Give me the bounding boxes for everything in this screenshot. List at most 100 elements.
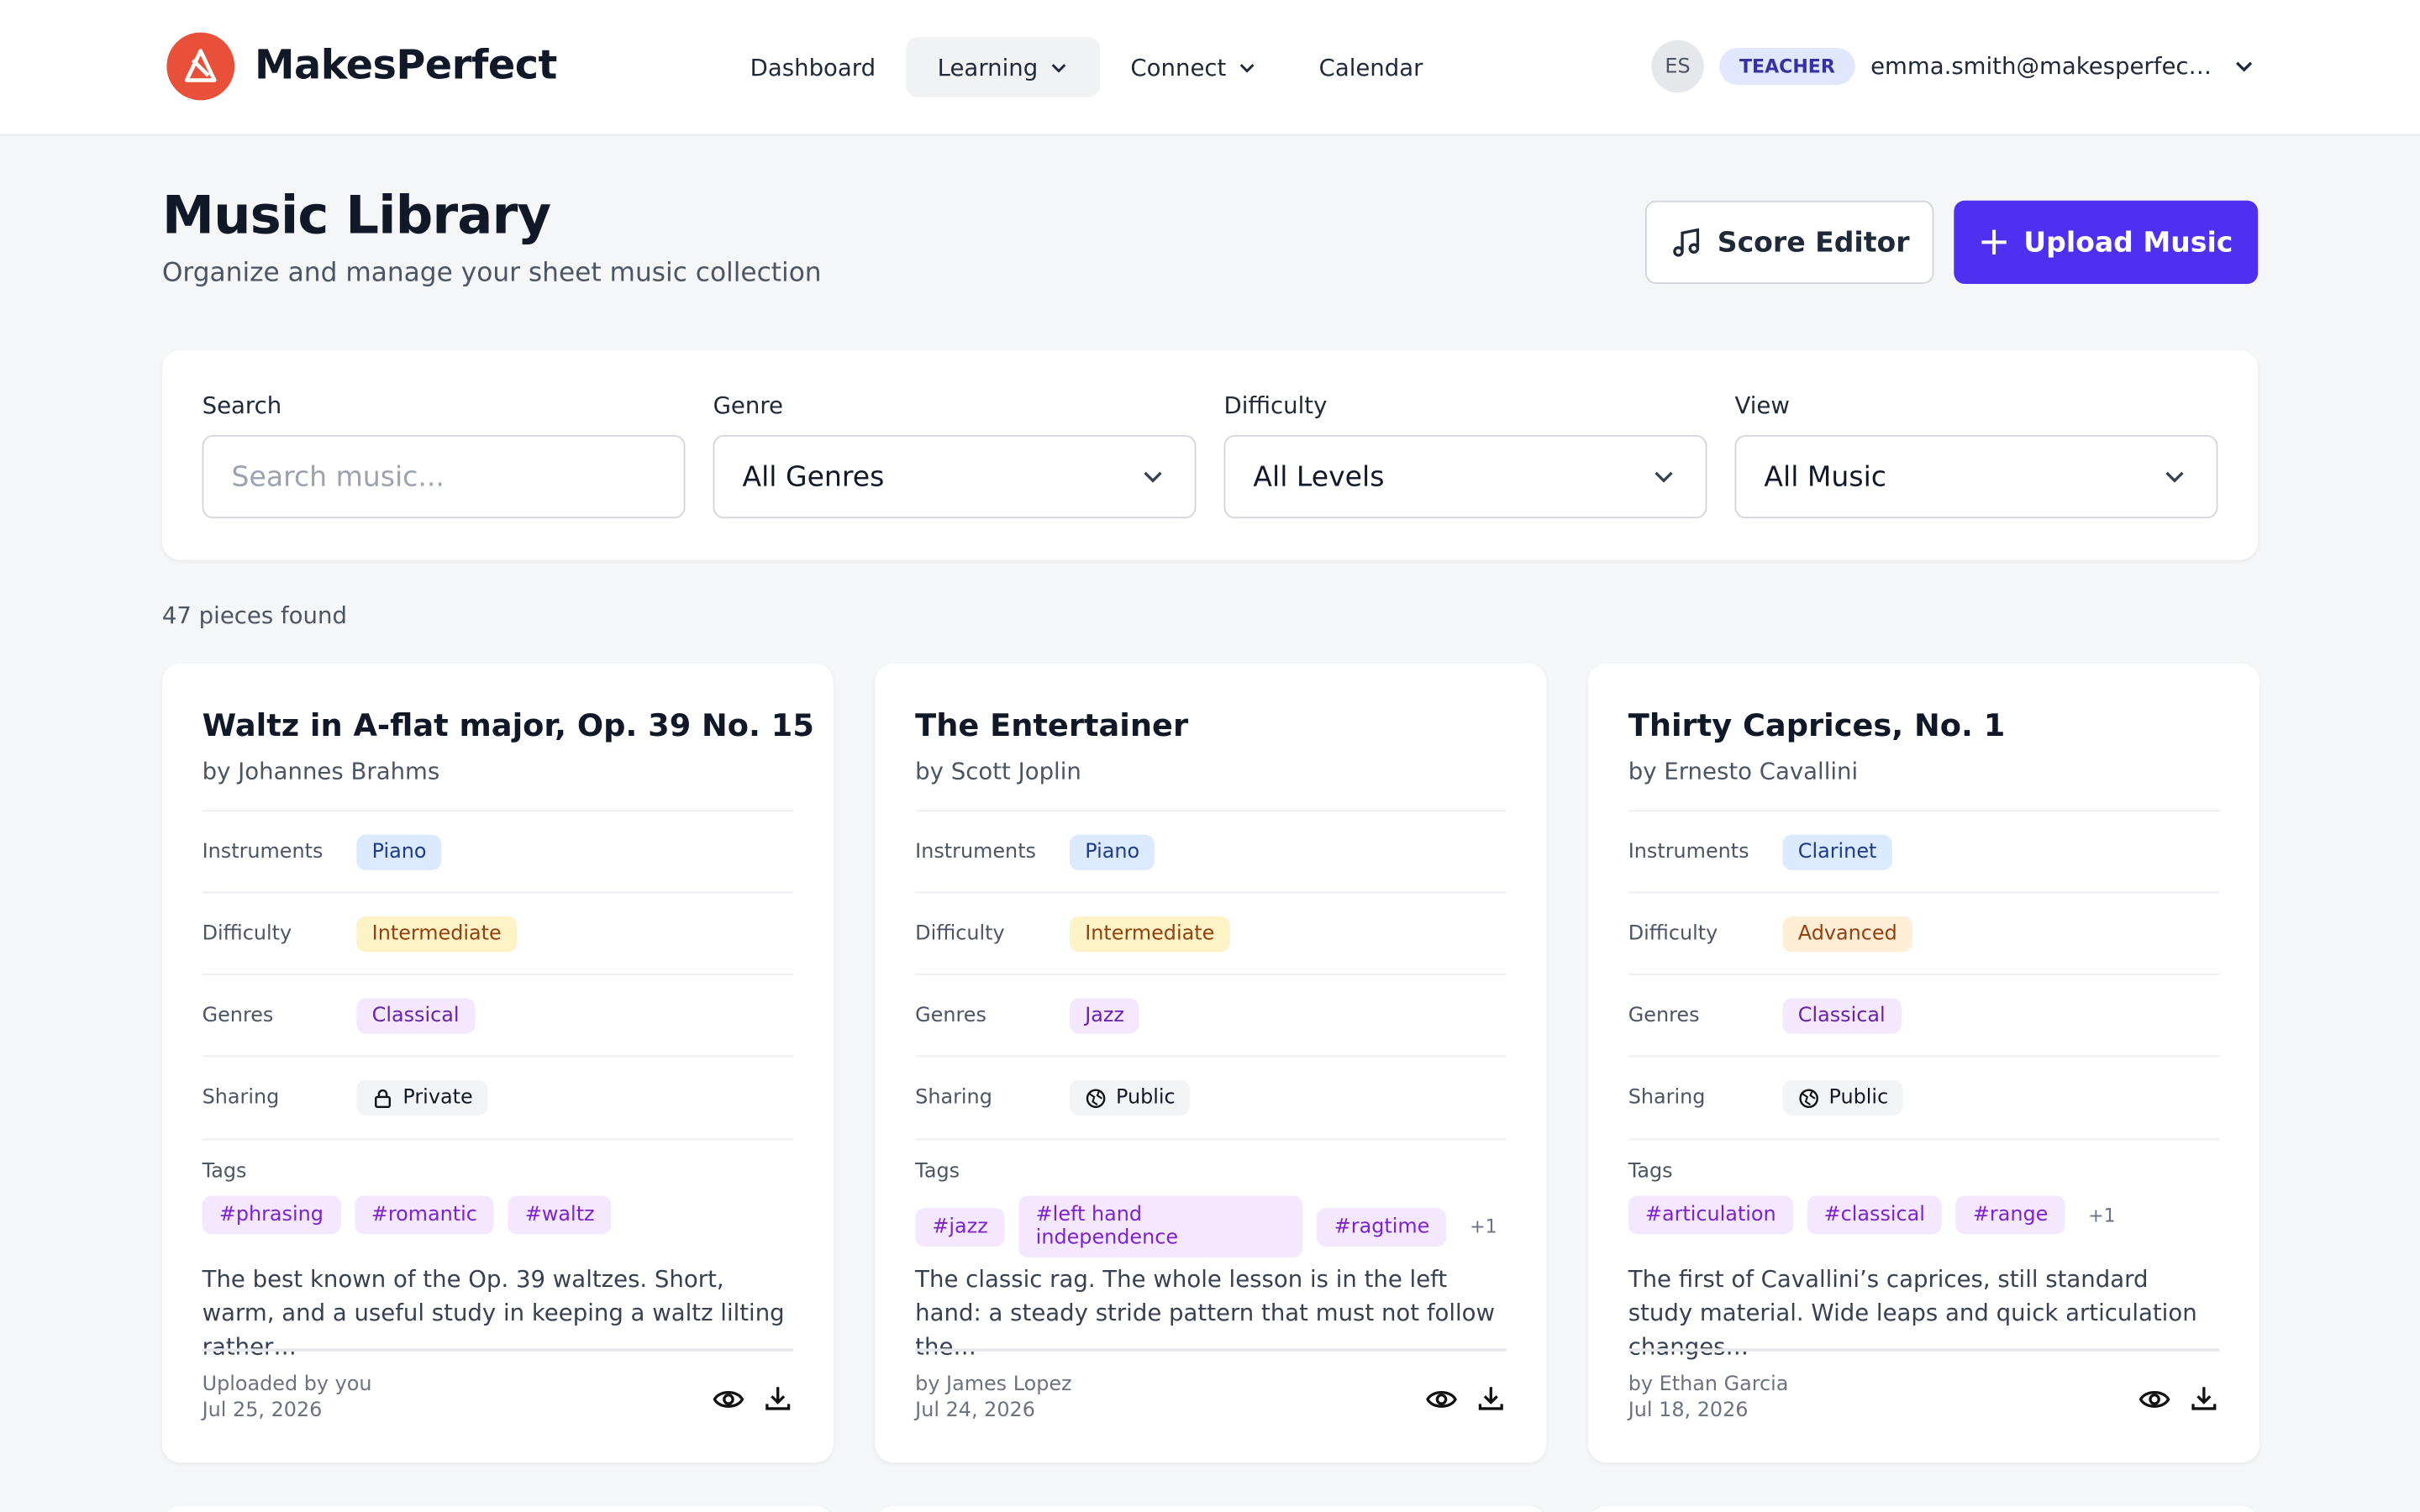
- download-button[interactable]: [762, 1383, 793, 1425]
- detail-row: Instruments Piano: [202, 810, 794, 893]
- card-footer: by Ethan Garcia Jul 18, 2026: [1628, 1348, 2220, 1425]
- select[interactable]: All Genres: [713, 434, 1197, 519]
- upload-button[interactable]: Upload Music: [1954, 200, 2259, 284]
- view-button[interactable]: [2138, 1383, 2171, 1425]
- badge-text: Advanced: [1797, 922, 1897, 946]
- download-button[interactable]: [1476, 1383, 1507, 1425]
- tag-list: #jazz #left hand independence #ragtime +1: [915, 1195, 1506, 1257]
- upload-date: Jul 24, 2026: [915, 1399, 1035, 1423]
- detail-row: Difficulty Advanced: [1628, 891, 2220, 975]
- view-button[interactable]: [712, 1383, 745, 1425]
- field-label: Sharing: [1628, 1086, 1706, 1110]
- uploader: Uploaded by you: [202, 1373, 372, 1397]
- instruments-badge: Clarinet: [1782, 834, 1892, 870]
- page-subtitle: Organize and manage your sheet music col…: [161, 257, 822, 289]
- score-editor-button[interactable]: Score Editor: [1644, 200, 1934, 284]
- card-title: Waltz in A-flat major, Op. 39 No. 15: [202, 706, 814, 744]
- field-label: Tags: [915, 1160, 960, 1184]
- card-footer: by James Lopez Jul 24, 2026: [915, 1348, 1507, 1425]
- tag[interactable]: #left hand independence: [1018, 1195, 1304, 1257]
- filter: Search Search music...: [202, 391, 686, 519]
- main-nav: Dashboard Learning Connect Calendar: [719, 37, 1454, 97]
- field-label: Genres: [1628, 1004, 1700, 1028]
- music-card[interactable]: Thirty Caprices, No. 1 by Ernesto Cavalli…: [1588, 663, 2260, 1463]
- select-value: All Levels: [1253, 460, 1385, 493]
- tag-list: #articulation #classical #range +1: [1628, 1195, 2219, 1235]
- button-label: Score Editor: [1717, 226, 1910, 259]
- badge-text: Jazz: [1085, 1004, 1124, 1028]
- tag[interactable]: #articulation: [1628, 1195, 1793, 1235]
- detail-row: Instruments Piano: [915, 810, 1507, 893]
- tag[interactable]: #jazz: [915, 1207, 1005, 1247]
- avatar: ES: [1651, 39, 1704, 93]
- card-footer: Uploaded by you Jul 25, 2026: [202, 1348, 794, 1425]
- nav-label: Connect: [1130, 53, 1227, 81]
- tag[interactable]: #waltz: [508, 1195, 612, 1235]
- tag[interactable]: #range: [1955, 1195, 2065, 1235]
- badge-text: Classical: [1797, 1004, 1886, 1028]
- result-count: 47 pieces found: [161, 601, 347, 630]
- field-label: Genres: [915, 1004, 986, 1028]
- download-button[interactable]: [2188, 1383, 2219, 1425]
- music-card[interactable]: The Entertainer by Scott Joplin Instrument…: [875, 663, 1547, 1463]
- tags-section: Tags #jazz #left hand independence #ragtime…: [915, 1138, 1507, 1257]
- music-card[interactable]: Waltz in A-flat major, Op. 39 No. 15 by J…: [161, 663, 834, 1463]
- filter-label: Search: [202, 391, 282, 420]
- field-label: Difficulty: [202, 922, 292, 946]
- card-actions: [2138, 1383, 2219, 1425]
- tags-section: Tags #articulation #classical #range +1: [1628, 1138, 2220, 1235]
- field-label: Difficulty: [915, 922, 1005, 946]
- search-input[interactable]: Search music...: [202, 434, 686, 519]
- description: The best known of the Op. 39 waltzes. Sh…: [202, 1265, 785, 1362]
- placeholder: Search music...: [231, 460, 445, 493]
- select[interactable]: All Levels: [1223, 434, 1707, 519]
- filter: Genre All Genres: [713, 392, 1197, 519]
- card-title: The Entertainer: [915, 706, 1189, 744]
- field-label: Genres: [202, 1004, 274, 1028]
- tag[interactable]: #classical: [1807, 1195, 1943, 1235]
- genres-badge: Classical: [1782, 998, 1902, 1034]
- field-label: Instruments: [1628, 841, 1749, 864]
- filter-label: View: [1734, 391, 1790, 420]
- detail-row: Genres Jazz: [915, 973, 1507, 1057]
- next-card: [875, 1505, 1547, 1512]
- field-label: Tags: [202, 1160, 247, 1184]
- card-title: Thirty Caprices, No. 1: [1628, 706, 2006, 744]
- detail-row: Difficulty Intermediate: [915, 891, 1507, 975]
- sharing-badge: Public: [1782, 1079, 1904, 1116]
- filter: Difficulty All Levels: [1223, 391, 1707, 519]
- field-label: Instruments: [202, 841, 324, 864]
- user-menu[interactable]: ES TEACHER emma.smith@makesperfec…: [1651, 39, 2256, 93]
- filter: View All Music: [1734, 391, 2218, 519]
- nav-label: Learning: [937, 53, 1039, 81]
- filter-label: Genre: [713, 391, 784, 420]
- tag[interactable]: #ragtime: [1317, 1207, 1447, 1247]
- button-label: Upload Music: [2023, 226, 2233, 259]
- page-title: Music Library: [161, 185, 551, 247]
- tag[interactable]: #romantic: [354, 1195, 495, 1235]
- tag[interactable]: #phrasing: [202, 1195, 341, 1235]
- user-email: emma.smith@makesperfec…: [1870, 52, 2212, 81]
- nav-item[interactable]: Learning: [906, 37, 1100, 97]
- field-label: Sharing: [202, 1086, 280, 1110]
- nav-label: Calendar: [1318, 53, 1423, 81]
- nav-item[interactable]: Calendar: [1288, 37, 1454, 97]
- select-value: All Genres: [742, 460, 885, 493]
- difficulty-badge: Intermediate: [356, 916, 518, 953]
- detail-row: Genres Classical: [1628, 973, 2220, 1057]
- nav-item[interactable]: Dashboard: [719, 37, 907, 97]
- genres-badge: Classical: [356, 998, 475, 1034]
- brand[interactable]: MakesPerfect: [166, 32, 557, 101]
- nav-item[interactable]: Connect: [1100, 37, 1288, 97]
- composer: by Scott Joplin: [915, 757, 1081, 785]
- filter-label: Difficulty: [1223, 391, 1328, 420]
- card-actions: [1424, 1383, 1506, 1425]
- instruments-badge: Piano: [356, 834, 442, 870]
- badge-text: Piano: [371, 841, 427, 864]
- view-button[interactable]: [1424, 1383, 1458, 1425]
- select-value: All Music: [1764, 460, 1886, 493]
- badge-text: Classical: [371, 1004, 460, 1028]
- detail-row: Sharing Public: [915, 1055, 1507, 1138]
- select[interactable]: All Music: [1734, 434, 2218, 519]
